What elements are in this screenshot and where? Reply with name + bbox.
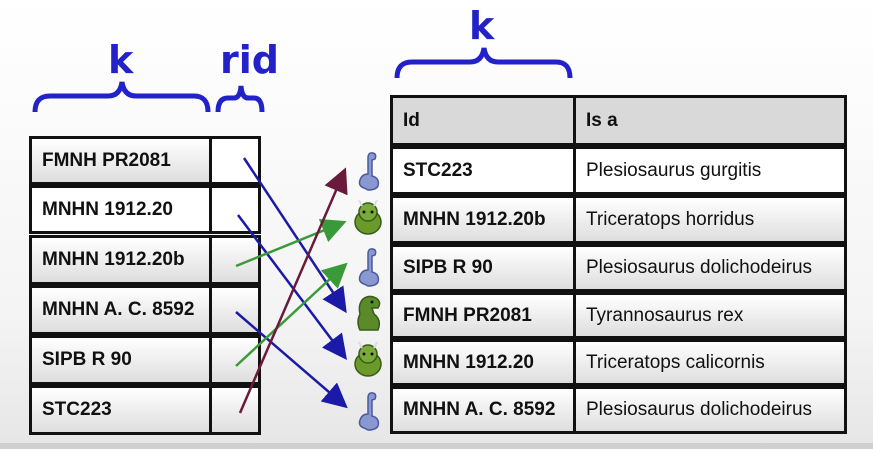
left-key-cell: MNHN 1912.20b: [29, 235, 212, 285]
right-isa-cell: Triceratops horridus: [573, 195, 847, 244]
left-rid-cell: [209, 185, 261, 234]
plesiosaur-icon: [358, 152, 380, 191]
right-isa-cell: Tyrannosaurus rex: [573, 292, 847, 339]
right-id-cell: MNHN 1912.20b: [390, 195, 576, 244]
left-key-label: k: [108, 38, 134, 82]
triceratops-icon: [354, 342, 382, 377]
left-rid-cell: [209, 385, 261, 435]
right-id-cell: MNHN 1912.20: [390, 339, 576, 386]
right-isa-cell: Triceratops calicornis: [573, 339, 847, 386]
right-key-brace: [394, 47, 573, 79]
rid-brace: [215, 85, 265, 113]
right-isa-cell: Plesiosaurus dolichodeirus: [573, 386, 847, 434]
rid-arrow-mnhn-1912-20b: [235, 218, 347, 268]
bottom-strip: [0, 443, 873, 449]
plesiosaur-icon: [358, 392, 380, 431]
right-id-cell: STC223: [390, 146, 576, 195]
right-isa-cell: Plesiosaurus dolichodeirus: [573, 244, 847, 292]
rid-arrow-stc223: [238, 167, 348, 414]
right-isa-cell: Plesiosaurus gurgitis: [573, 146, 847, 195]
trex-icon: [357, 295, 381, 331]
left-key-cell: MNHN A. C. 8592: [29, 285, 212, 335]
right-id-cell: FMNH PR2081: [390, 292, 576, 339]
header-id: Id: [390, 95, 576, 146]
right-id-cell: MNHN A. C. 8592: [390, 386, 576, 434]
rid-arrow-mnhn-1912-20: [237, 214, 348, 360]
plesiosaur-icon: [358, 248, 380, 287]
left-key-cell: FMNH PR2081: [29, 136, 212, 185]
left-key-cell: MNHN 1912.20: [29, 185, 212, 234]
rid-arrow-mnhn-ac-8592: [235, 311, 348, 409]
right-id-cell: SIPB R 90: [390, 244, 576, 292]
rid-arrow-sipb: [235, 262, 348, 367]
left-key-brace: [32, 81, 211, 113]
left-rid-cell: [209, 136, 261, 185]
left-key-cell: STC223: [29, 385, 212, 435]
right-key-label: k: [469, 4, 495, 48]
left-key-cell: SIPB R 90: [29, 335, 212, 385]
header-isa: Is a: [573, 95, 847, 146]
triceratops-icon: [354, 200, 382, 235]
rid-label: rid: [220, 38, 279, 82]
left-rid-cell: [209, 335, 261, 385]
